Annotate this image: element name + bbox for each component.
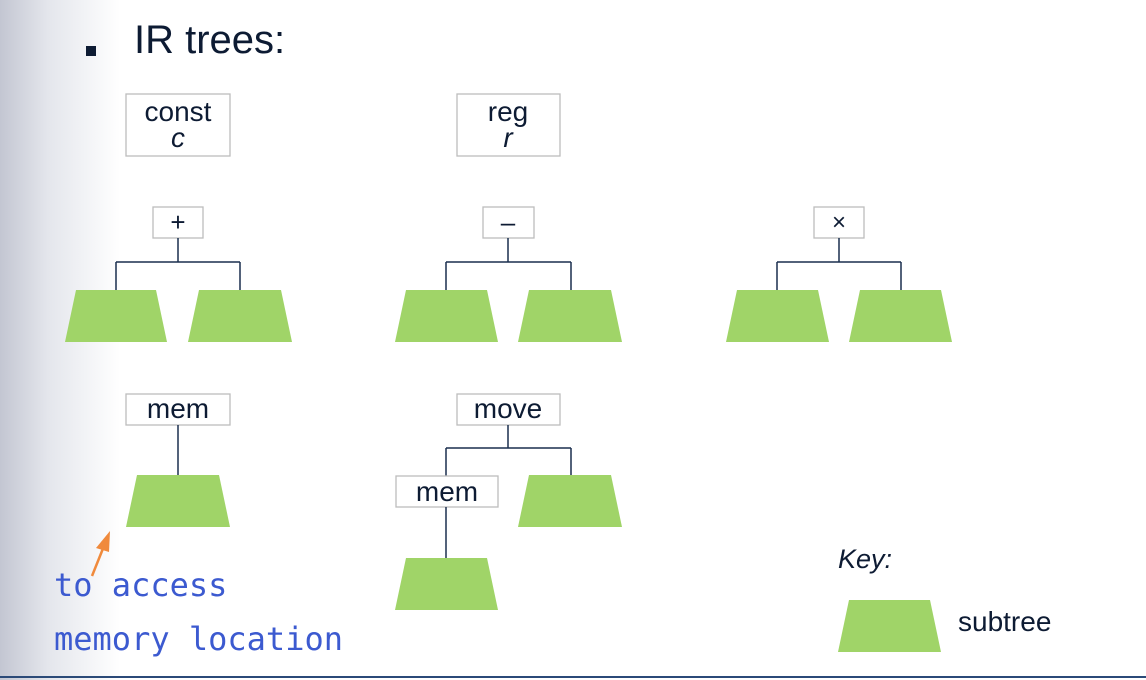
const-node-label: const [145,96,212,127]
move-mem-subtree [395,558,498,610]
move-tree: move mem [395,393,622,610]
mem-subtree [126,475,230,527]
times-node-box [813,206,865,239]
annotation-line-1: to access [54,566,228,604]
minus-left-subtree [395,290,498,342]
key-subtree-shape [838,600,941,652]
plus-edges [115,238,241,290]
times-tree: × [726,206,952,342]
move-mem-node-box [395,475,499,508]
annotation-arrow-shaft [90,545,106,577]
key-subtree-label: subtree [958,606,1052,637]
times-edges [776,238,902,290]
annotation-line-2: memory location [54,620,343,658]
minus-node-label: – [501,207,516,237]
const-node: const c [125,93,231,157]
move-node-label: move [474,393,542,424]
const-node-box [125,93,231,157]
bullet-square-icon [86,46,96,56]
move-edges [445,425,572,476]
reg-node-arg: r [503,122,514,153]
times-left-subtree [726,290,829,342]
reg-node-box [456,93,561,157]
plus-right-subtree [188,290,292,342]
plus-node-label: + [170,207,185,237]
times-node-label: × [832,209,846,236]
plus-tree: + [65,206,292,342]
bottom-rule [0,676,1146,678]
mem-node-label: mem [147,393,209,424]
move-right-subtree [518,475,622,527]
minus-right-subtree [518,290,622,342]
const-node-arg: c [171,122,185,153]
minus-edges [445,238,572,290]
annotation-arrow [90,531,110,577]
key-title: Key: [838,544,893,574]
reg-node: reg r [456,93,561,157]
move-node-box [456,393,561,426]
mem-tree: mem [125,393,231,527]
plus-left-subtree [65,290,167,342]
move-mem-node-label: mem [416,476,478,507]
annotation-arrow-head [96,531,110,552]
plus-node-box [152,206,204,239]
minus-tree: – [395,206,622,342]
heading-text: IR trees: [134,18,286,62]
times-right-subtree [849,290,952,342]
mem-node-box [125,393,231,426]
reg-node-label: reg [488,96,528,127]
